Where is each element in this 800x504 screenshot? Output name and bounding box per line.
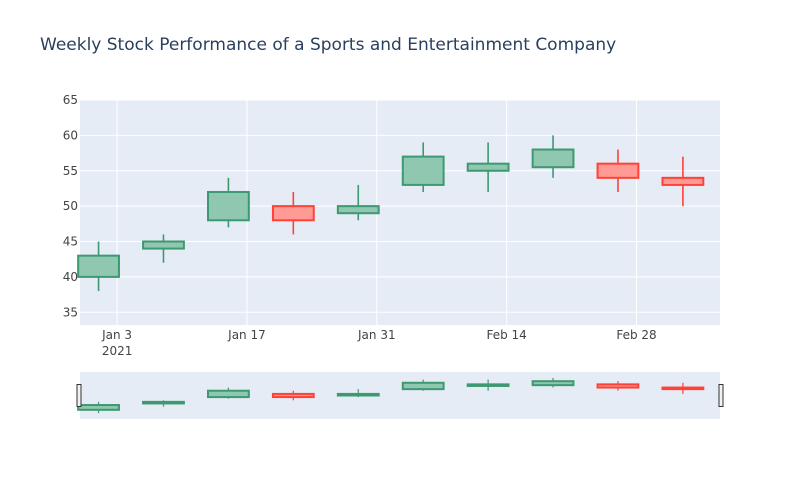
candlestick[interactable] [466, 379, 510, 391]
candlestick[interactable] [596, 381, 640, 391]
slider-left-handle[interactable] [76, 384, 82, 407]
candlestick[interactable] [142, 400, 185, 407]
candle-body [271, 392, 315, 399]
candle-body [466, 162, 510, 172]
candle-body [271, 205, 315, 222]
candlestick[interactable] [661, 156, 705, 207]
candlestick[interactable] [401, 142, 445, 192]
candle-body [661, 176, 705, 186]
candle-body [336, 205, 380, 215]
candlestick[interactable] [401, 379, 445, 391]
candle-body [142, 400, 185, 405]
x-tick-label: Jan 3 [101, 328, 132, 342]
candlestick[interactable] [271, 390, 315, 401]
candlestick[interactable] [336, 184, 380, 221]
candlestick[interactable] [336, 389, 380, 398]
candle-body [531, 148, 575, 169]
y-tick-label: 35 [63, 305, 78, 319]
candle-body [596, 383, 640, 389]
x-tick-label: Feb 28 [616, 328, 656, 342]
x-tick-label: Jan 17 [227, 328, 266, 342]
candle-body [466, 383, 510, 387]
y-tick-label: 55 [63, 164, 78, 178]
candlestick[interactable] [466, 142, 510, 192]
candle-body [207, 190, 250, 222]
candle-body [77, 404, 120, 411]
candlestick[interactable] [271, 191, 315, 235]
slider-right-handle[interactable] [718, 384, 724, 407]
candlestick[interactable] [531, 378, 575, 388]
candlestick[interactable] [531, 135, 575, 178]
candlestick[interactable] [142, 234, 185, 263]
candle-body [401, 381, 445, 391]
y-tick-label: 40 [63, 270, 78, 284]
x-tick-label: Feb 14 [486, 328, 526, 342]
candlestick[interactable] [661, 382, 705, 394]
slider-background [80, 372, 720, 419]
candle-body [596, 162, 640, 179]
candlestick[interactable] [207, 387, 250, 399]
candle-body [401, 155, 445, 186]
y-tick-label: 50 [63, 199, 78, 213]
candlestick[interactable] [77, 241, 120, 292]
y-tick-label: 65 [63, 93, 78, 107]
candle-body [531, 380, 575, 387]
candle-body [336, 392, 380, 397]
range-slider[interactable] [76, 372, 724, 419]
candle-body [77, 254, 120, 278]
candle-body [661, 386, 705, 391]
candlestick[interactable] [596, 149, 640, 192]
candlestick[interactable] [77, 401, 120, 413]
y-tick-label: 45 [63, 235, 78, 249]
x-tick-sublabel: 2021 [102, 344, 133, 358]
plot-background [80, 100, 720, 325]
y-tick-label: 60 [63, 128, 78, 142]
candle-body [207, 389, 250, 399]
candlestick[interactable] [207, 177, 250, 228]
main-plot-area[interactable]: 35 40 45 50 55 60 65 Jan 3 2021 Jan 17 Jan 31 Feb 1… [63, 93, 720, 358]
candle-body [142, 240, 185, 250]
chart-title: Weekly Stock Performance of a Sports and… [40, 35, 616, 55]
x-tick-label: Jan 31 [357, 328, 396, 342]
